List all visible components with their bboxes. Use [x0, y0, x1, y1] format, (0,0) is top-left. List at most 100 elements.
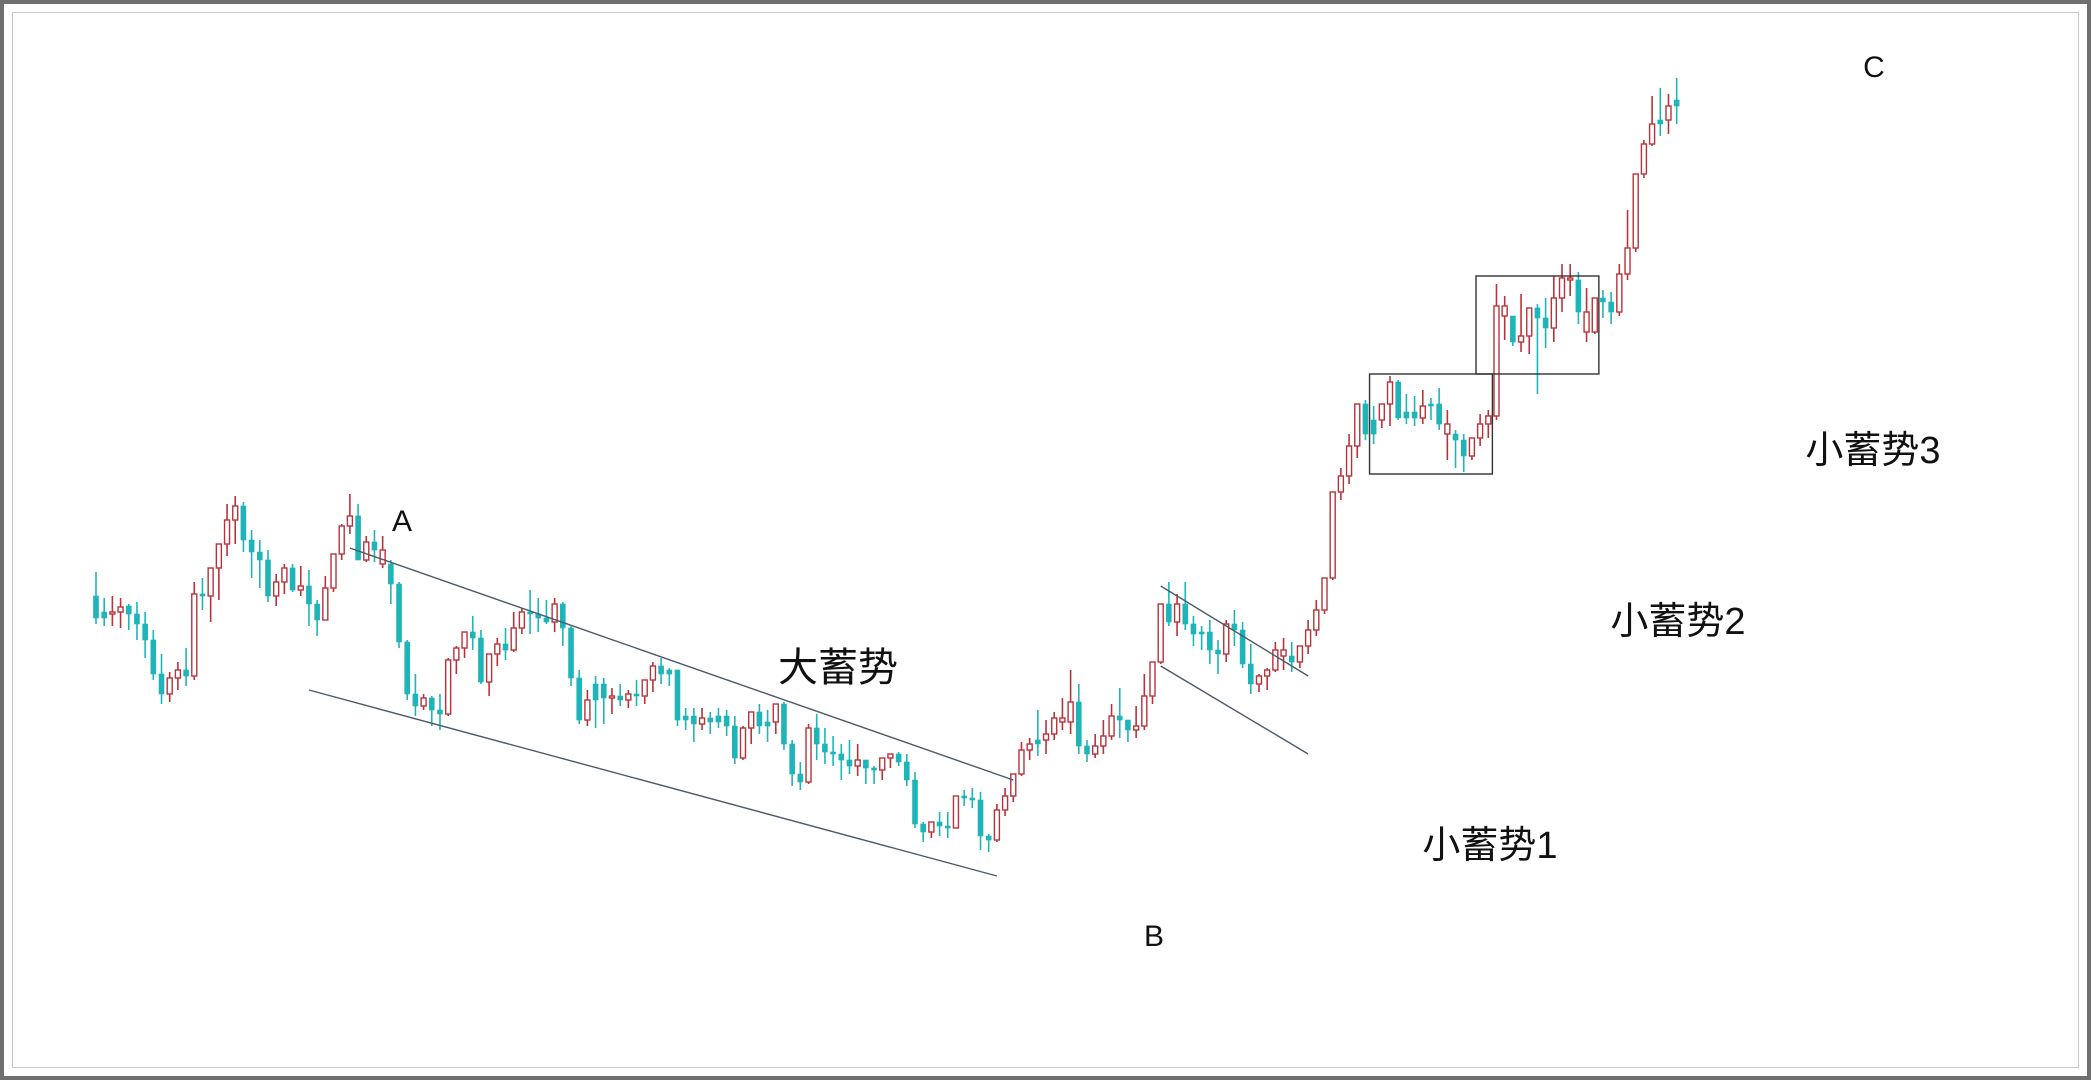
candle	[691, 708, 697, 742]
candle-body	[797, 773, 804, 783]
candle	[584, 690, 591, 726]
candle	[174, 662, 182, 690]
candle-body	[1190, 623, 1197, 635]
candle-body	[134, 613, 140, 625]
candle	[1550, 276, 1558, 342]
candle-body	[592, 683, 599, 701]
candle-body	[469, 631, 476, 639]
candle-body	[1419, 405, 1426, 419]
candle-body	[502, 643, 509, 651]
candle-body	[1575, 279, 1582, 313]
candle-body	[1223, 623, 1230, 655]
candle	[822, 728, 828, 764]
candle-body	[920, 823, 926, 833]
candle-body	[822, 743, 828, 753]
candle-body	[1624, 247, 1631, 275]
candle	[1035, 710, 1041, 756]
label-small-consolidation-3: 小蓄势3	[1805, 430, 1940, 472]
candle-body	[1026, 743, 1033, 751]
candle-body	[248, 539, 255, 553]
candle	[1362, 400, 1369, 440]
big-consolidation-upper	[349, 547, 1014, 781]
candle-body	[1378, 403, 1386, 421]
candle-body	[1517, 335, 1525, 343]
candle-body	[584, 699, 591, 721]
candle-body	[150, 639, 157, 675]
candle	[1436, 388, 1442, 430]
candle-body	[1076, 701, 1082, 747]
candle-body	[846, 759, 853, 767]
candle-body	[1215, 649, 1221, 655]
candle-body	[322, 587, 329, 621]
candle-body	[388, 563, 394, 585]
candle-body	[1296, 645, 1304, 663]
candle-body	[977, 799, 984, 837]
candle	[272, 574, 280, 606]
candle-body	[863, 759, 869, 769]
candle	[502, 628, 509, 660]
candle-body	[1116, 715, 1123, 721]
candle	[1583, 288, 1590, 342]
candle-body	[1501, 305, 1508, 317]
candle	[142, 612, 148, 658]
candle-body	[1239, 629, 1246, 665]
candle-body	[617, 695, 623, 701]
candle-body	[772, 703, 779, 723]
candle-body	[1444, 423, 1451, 435]
candle	[1263, 668, 1271, 690]
candle-body	[912, 779, 918, 825]
candle	[846, 740, 853, 774]
candle-body	[1550, 297, 1558, 329]
candle-body	[879, 757, 886, 771]
candle	[191, 582, 198, 680]
small-consolidation-3-box	[1475, 275, 1600, 375]
candle-body	[1042, 733, 1050, 741]
candle	[1280, 638, 1287, 670]
candle	[1640, 140, 1648, 178]
candle-body	[691, 715, 697, 725]
candle	[649, 662, 657, 692]
trendlines-layer	[308, 547, 1309, 877]
candle	[1428, 398, 1434, 420]
candle	[1673, 78, 1680, 124]
candle-body	[732, 725, 738, 759]
candle	[961, 790, 967, 806]
candle	[338, 524, 345, 560]
candle	[682, 708, 689, 730]
candle	[633, 680, 640, 706]
candle-body	[1100, 735, 1107, 747]
label-b: B	[1144, 920, 1164, 953]
candle-body	[191, 593, 198, 677]
candle	[560, 602, 566, 646]
candle	[1591, 297, 1598, 334]
candle-body	[560, 603, 566, 629]
candle	[444, 658, 452, 716]
candle-body	[101, 611, 107, 619]
label-small-consolidation-1: 小蓄势1	[1422, 825, 1557, 867]
candle	[879, 757, 886, 780]
candle	[1272, 642, 1279, 672]
candle-body	[1665, 105, 1672, 121]
candle	[1534, 304, 1541, 394]
candle	[1051, 712, 1058, 740]
candle-body	[330, 553, 337, 589]
candle	[658, 658, 664, 684]
candle-body	[363, 541, 370, 561]
candle	[125, 604, 132, 630]
candle-body	[756, 711, 763, 727]
candle-body	[297, 585, 304, 591]
candle-body	[1403, 411, 1410, 419]
candle	[1378, 403, 1386, 428]
candle	[379, 536, 386, 568]
candle-body	[1329, 491, 1336, 579]
candle-body	[1313, 609, 1320, 631]
candle	[248, 530, 255, 578]
candle-body	[944, 825, 951, 829]
candle-body	[674, 669, 681, 721]
candle-body	[985, 835, 992, 841]
candle-body	[199, 593, 206, 597]
candle-body	[1526, 307, 1533, 337]
small-consolidation-1-upper	[1160, 585, 1309, 677]
label-small-consolidation-2: 小蓄势2	[1610, 601, 1745, 643]
big-consolidation-lower	[308, 689, 998, 877]
